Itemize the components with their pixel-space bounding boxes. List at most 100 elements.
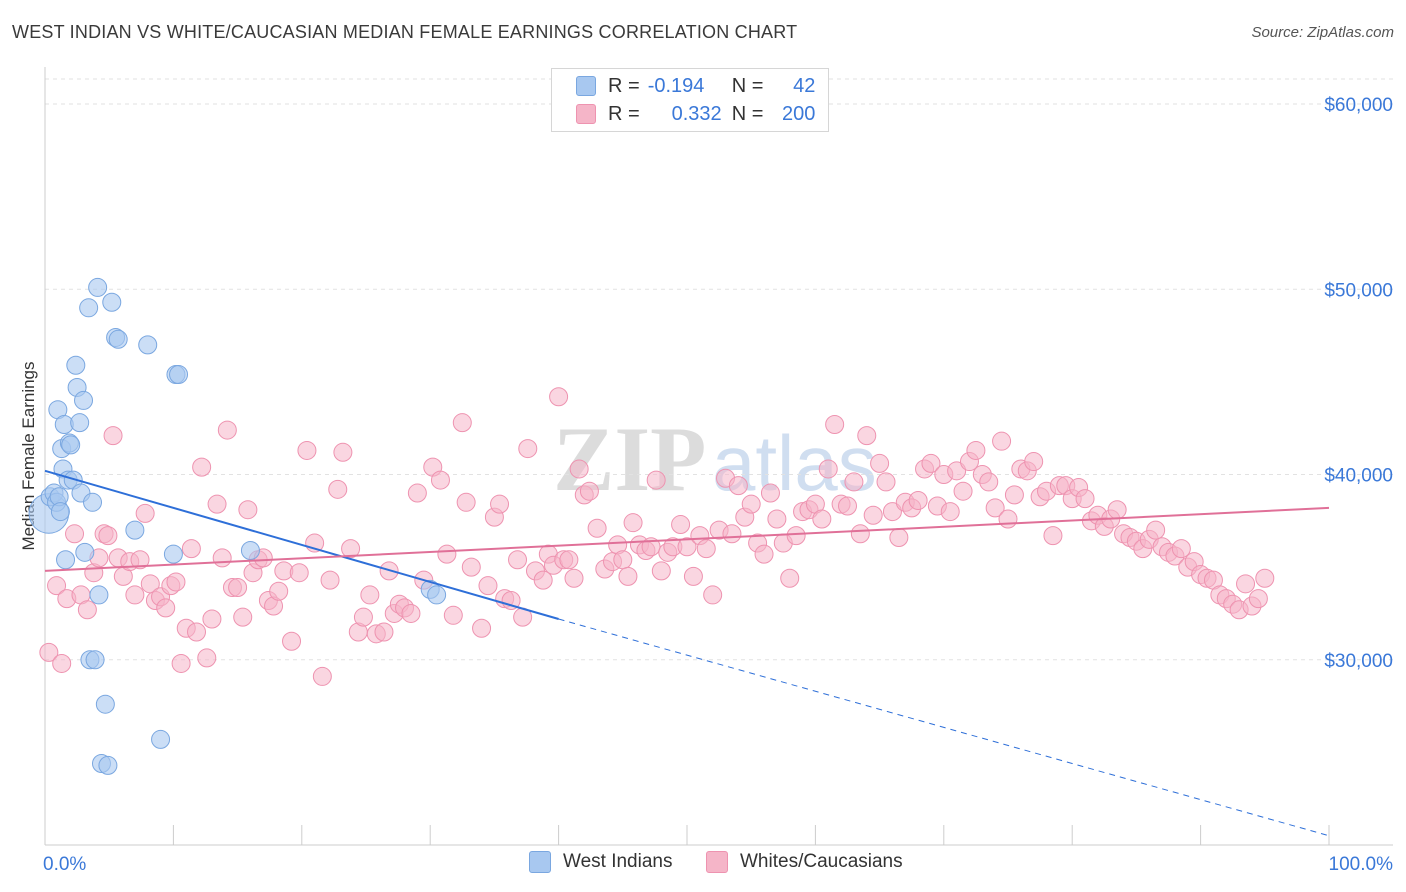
legend-n-value: 42 xyxy=(793,74,816,97)
data-point-whites-caucasians xyxy=(1075,489,1095,509)
data-point-whites-caucasians xyxy=(613,550,633,570)
data-point-whites-caucasians xyxy=(233,607,253,627)
series-swatch-blue xyxy=(529,851,551,873)
data-point-whites-caucasians xyxy=(282,631,302,651)
data-point-whites-caucasians xyxy=(197,648,217,668)
data-point-whites-caucasians xyxy=(437,544,457,564)
data-point-whites-caucasians xyxy=(508,550,528,570)
data-point-whites-caucasians xyxy=(228,578,248,598)
x-ticks xyxy=(172,825,1330,845)
data-point-whites-caucasians xyxy=(992,431,1012,451)
data-point-west-indians xyxy=(79,298,99,318)
data-point-whites-caucasians xyxy=(130,550,150,570)
data-point-whites-caucasians xyxy=(202,609,222,629)
data-point-whites-caucasians xyxy=(1255,568,1275,588)
data-point-west-indians xyxy=(169,364,189,384)
data-point-whites-caucasians xyxy=(461,557,481,577)
data-point-whites-caucasians xyxy=(456,492,476,512)
data-point-west-indians xyxy=(427,585,447,605)
data-point-whites-caucasians xyxy=(683,566,703,586)
data-point-whites-caucasians xyxy=(1043,526,1063,546)
data-point-whites-caucasians xyxy=(696,539,716,559)
data-point-whites-caucasians xyxy=(569,459,589,479)
data-point-whites-caucasians xyxy=(187,622,207,642)
data-point-whites-caucasians xyxy=(65,524,85,544)
data-point-whites-caucasians xyxy=(889,528,909,548)
data-point-whites-caucasians xyxy=(760,483,780,503)
data-point-whites-caucasians xyxy=(646,470,666,490)
x-tick-label: 0.0% xyxy=(43,854,86,875)
data-point-west-indians xyxy=(85,650,105,670)
data-point-whites-caucasians xyxy=(818,459,838,479)
data-point-whites-caucasians xyxy=(985,498,1005,518)
series-legend-label: West Indians xyxy=(563,851,673,872)
data-point-whites-caucasians xyxy=(518,439,538,459)
data-point-whites-caucasians xyxy=(979,472,999,492)
data-point-whites-caucasians xyxy=(863,505,883,525)
data-point-whites-caucasians xyxy=(39,642,59,662)
legend-r-label: R = xyxy=(608,102,640,125)
y-tick-label: $40,000 xyxy=(1324,466,1393,487)
data-point-whites-caucasians xyxy=(767,509,787,529)
data-point-whites-caucasians xyxy=(1107,500,1127,520)
data-point-whites-caucasians xyxy=(1248,589,1268,609)
data-point-whites-caucasians xyxy=(52,653,72,673)
data-point-whites-caucasians xyxy=(156,598,176,618)
data-point-whites-caucasians xyxy=(360,585,380,605)
data-point-west-indians xyxy=(98,755,118,775)
x-tick-labels: 0.0% 100.0% xyxy=(43,854,1393,875)
data-point-west-indians xyxy=(102,292,122,312)
legend-n-label: N = xyxy=(731,74,764,97)
data-point-west-indians xyxy=(70,413,90,433)
data-point-whites-caucasians xyxy=(341,539,361,559)
data-point-whites-caucasians xyxy=(401,603,421,623)
data-point-whites-caucasians xyxy=(443,605,463,625)
series-legend: West Indians Whites/Caucasians xyxy=(0,851,1406,877)
data-point-whites-caucasians xyxy=(780,568,800,588)
data-point-whites-caucasians xyxy=(98,526,118,546)
trend-line-west-indians-extrapolated xyxy=(558,618,1330,837)
series-legend-west-indians[interactable]: West Indians xyxy=(529,851,672,873)
axes xyxy=(44,67,1393,846)
data-point-whites-caucasians xyxy=(269,581,289,601)
chart-title: WEST INDIAN VS WHITE/CAUCASIAN MEDIAN FE… xyxy=(12,22,798,42)
data-point-whites-caucasians xyxy=(671,515,691,535)
series-swatch-pink xyxy=(706,851,728,873)
data-point-whites-caucasians xyxy=(1024,452,1044,472)
data-point-whites-caucasians xyxy=(103,426,123,446)
data-point-whites-caucasians xyxy=(407,483,427,503)
y-tick-label: $30,000 xyxy=(1324,651,1393,672)
data-point-west-indians xyxy=(66,355,86,375)
data-point-west-indians xyxy=(151,729,171,749)
data-point-west-indians xyxy=(138,335,158,355)
data-point-west-indians xyxy=(89,585,109,605)
data-point-whites-caucasians xyxy=(1236,574,1256,594)
data-point-whites-caucasians xyxy=(353,607,373,627)
series-legend-whites-caucasians[interactable]: Whites/Caucasians xyxy=(706,851,903,873)
data-point-whites-caucasians xyxy=(786,526,806,546)
data-point-whites-caucasians xyxy=(651,561,671,581)
y-tick-label: $50,000 xyxy=(1324,280,1393,301)
data-point-whites-caucasians xyxy=(966,440,986,460)
data-point-whites-caucasians xyxy=(1171,539,1191,559)
data-point-west-indians xyxy=(61,435,81,455)
data-point-whites-caucasians xyxy=(677,537,697,557)
data-point-whites-caucasians xyxy=(741,494,761,514)
data-point-whites-caucasians xyxy=(549,387,569,407)
data-point-whites-caucasians xyxy=(297,440,317,460)
data-point-whites-caucasians xyxy=(238,500,258,520)
data-point-whites-caucasians xyxy=(947,461,967,481)
data-point-whites-caucasians xyxy=(844,472,864,492)
trend-lines xyxy=(44,469,1330,837)
data-point-whites-caucasians xyxy=(472,618,492,638)
data-point-whites-caucasians xyxy=(328,479,348,499)
data-point-whites-caucasians xyxy=(838,496,857,516)
data-point-whites-caucasians xyxy=(217,420,237,440)
data-point-whites-caucasians xyxy=(490,494,510,514)
data-point-whites-caucasians xyxy=(430,470,450,490)
data-point-whites-caucasians xyxy=(754,544,774,564)
source-note: Source: ZipAtlas.com xyxy=(1251,24,1394,41)
data-point-whites-caucasians xyxy=(850,524,870,544)
data-point-whites-caucasians xyxy=(623,513,643,533)
